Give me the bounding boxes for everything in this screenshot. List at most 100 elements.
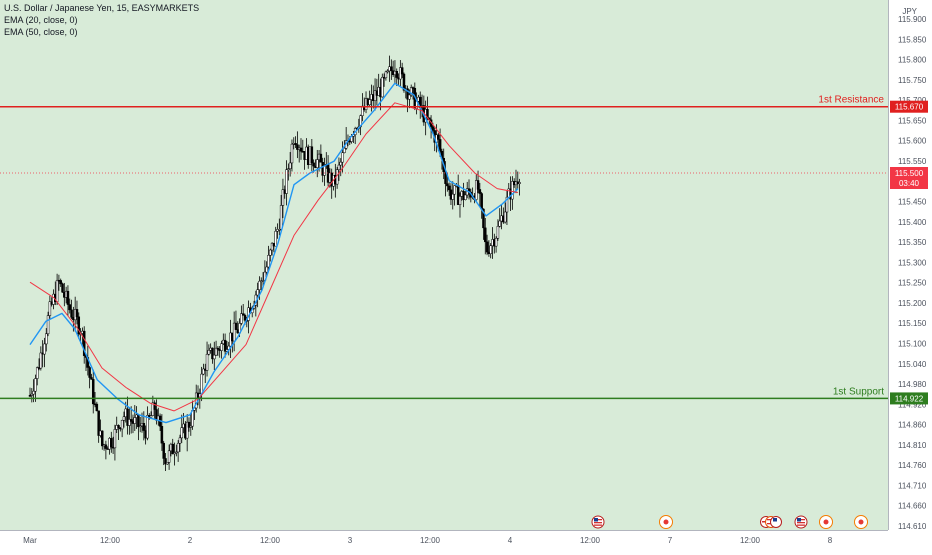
candle-body: [232, 322, 236, 342]
candle-body: [205, 353, 209, 371]
y-tick-label: 115.600: [898, 137, 927, 146]
candle-body: [256, 289, 259, 296]
candle-body: [446, 183, 449, 187]
resistance-tag: [890, 100, 928, 113]
candle-body: [287, 168, 290, 170]
legend-ema20: EMA (20, close, 0): [4, 15, 78, 25]
candle-body: [45, 333, 48, 345]
candle-body: [496, 226, 500, 239]
y-tick-label: 114.610: [898, 522, 927, 531]
candle-body: [402, 73, 406, 91]
candle-body: [120, 419, 124, 430]
candle-body: [316, 159, 319, 168]
event-circle-icon[interactable]: [659, 515, 673, 529]
candle-body: [34, 378, 37, 392]
candle-body: [337, 164, 341, 170]
us-flag-icon[interactable]: [591, 515, 605, 529]
candle-body: [258, 280, 261, 290]
candle-body: [39, 352, 43, 369]
candle-body: [146, 415, 149, 439]
ema20-line: [29, 82, 519, 424]
y-tick-label: 115.550: [898, 157, 927, 166]
candle-body: [97, 410, 100, 436]
candle-body: [451, 193, 455, 200]
candle-body: [494, 238, 498, 247]
candle-body: [384, 71, 388, 79]
resistance-label: 1st Resistance: [818, 95, 884, 106]
candle-body: [476, 180, 480, 190]
y-tick-label: 115.040: [898, 360, 927, 369]
candle-body: [323, 165, 326, 176]
y-tick-label: 115.200: [898, 299, 927, 308]
y-tick-label: 115.650: [898, 116, 927, 125]
candle-body: [240, 313, 243, 324]
candle-body: [267, 255, 270, 268]
candle-body: [35, 367, 39, 379]
candle-body: [294, 143, 297, 145]
candle-body: [503, 211, 507, 223]
y-tick-label: 115.400: [898, 218, 927, 227]
candle-body: [288, 162, 292, 169]
event-circle-icon[interactable]: [819, 515, 833, 529]
candle-body: [149, 415, 153, 418]
candle-body: [498, 220, 501, 227]
candle-body: [299, 147, 303, 152]
x-tick-label: Mar: [23, 536, 37, 545]
candle-body: [28, 395, 32, 397]
y-tick-label: 114.980: [898, 380, 927, 389]
candle-body: [310, 146, 314, 164]
candle-body: [82, 330, 86, 356]
y-tick-label: 115.850: [898, 35, 927, 44]
candle-body: [480, 193, 483, 210]
x-tick-label: 2: [188, 536, 193, 545]
candle-body: [61, 283, 64, 293]
y-tick-label: 114.810: [898, 441, 927, 450]
x-tick-label: 12:00: [100, 536, 121, 545]
y-tick-label: 114.660: [898, 502, 927, 511]
candle-body: [447, 185, 451, 191]
candle-body: [438, 139, 442, 152]
candle-body: [175, 451, 178, 454]
candle-body: [290, 143, 294, 164]
candle-body: [110, 438, 113, 448]
candle-body: [171, 443, 174, 455]
candle-body: [48, 301, 52, 316]
y-tick-label: 115.350: [898, 238, 927, 247]
multi-flag-icon[interactable]: [760, 516, 782, 528]
candle-body: [478, 189, 482, 194]
ema50-line: [29, 102, 519, 412]
candle-body: [482, 208, 485, 229]
currency-label: JPY: [902, 7, 917, 16]
candle-body: [339, 161, 342, 166]
candle-body: [101, 430, 104, 447]
candle-body: [381, 76, 384, 98]
candle-body: [220, 343, 223, 351]
candle-body: [241, 313, 245, 316]
y-tick-label: 115.900: [898, 15, 927, 24]
x-tick-label: 12:00: [260, 536, 281, 545]
candle-body: [104, 444, 108, 449]
candle-body: [133, 417, 137, 424]
event-circle-icon[interactable]: [854, 515, 868, 529]
candle-body: [122, 416, 126, 421]
y-tick-label: 115.800: [898, 56, 927, 65]
candle-body: [187, 421, 191, 428]
candle-body: [180, 427, 184, 439]
candle-body: [207, 350, 211, 355]
candle-body: [281, 189, 285, 206]
candle-body: [185, 421, 189, 439]
candle-body: [189, 425, 193, 428]
candle-body: [176, 442, 180, 453]
us-flag-icon[interactable]: [794, 515, 808, 529]
plot-area: [0, 0, 888, 530]
candle-body: [66, 290, 70, 305]
candle-body: [312, 162, 315, 167]
candle-body: [160, 426, 164, 444]
candle-body: [90, 377, 93, 380]
candle-body: [319, 153, 323, 163]
candle-body: [70, 309, 73, 318]
candle-body: [202, 368, 205, 375]
candle-body: [390, 66, 393, 71]
